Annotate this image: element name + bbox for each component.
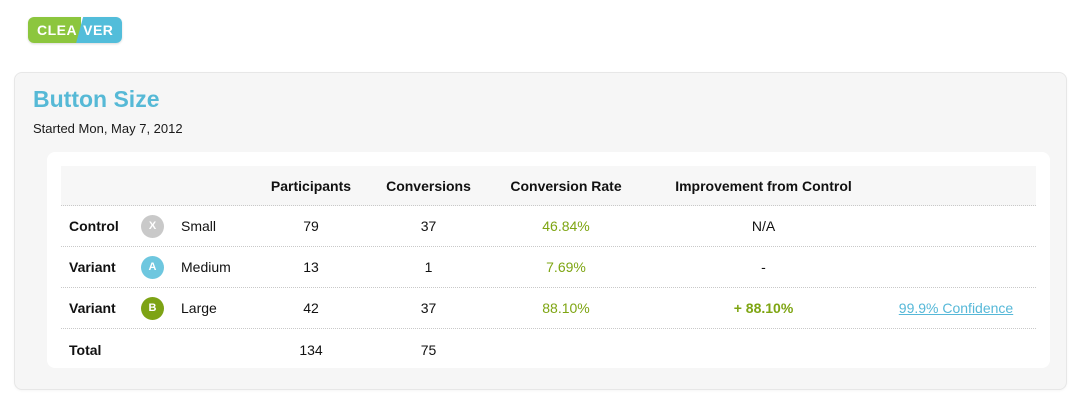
header-participants: Participants: [270, 177, 352, 194]
variant-a-badge: A: [141, 255, 164, 279]
participants-value: 13: [303, 259, 319, 275]
cleaver-logo[interactable]: CLEA VER: [28, 17, 123, 43]
total-conversions: 75: [420, 341, 437, 358]
conversions-value: 37: [420, 218, 437, 234]
experiment-title: Button Size: [33, 86, 160, 112]
confidence-link[interactable]: 99.9% Confidence: [898, 300, 1014, 316]
variant-name: Medium: [181, 259, 231, 275]
variant-name: Small: [181, 218, 217, 234]
table-row-total: Total 134 75: [61, 329, 1036, 370]
row-type-label: Variant: [69, 259, 116, 275]
improvement-value: N/A: [751, 218, 776, 234]
logo-text-ver: VER: [76, 17, 123, 43]
variant-name: Large: [181, 300, 217, 316]
improvement-value: -: [761, 259, 766, 275]
total-label: Total: [69, 341, 102, 358]
results-table: Participants Conversions Conversion Rate…: [47, 152, 1050, 368]
variant-x-badge: X: [141, 214, 164, 238]
row-type-label: Variant: [69, 300, 116, 316]
table-header-row: Participants Conversions Conversion Rate…: [61, 166, 1036, 206]
conversion-rate-value: 88.10%: [542, 300, 590, 316]
conversion-rate-value: 46.84%: [542, 218, 590, 234]
header-conversion-rate: Conversion Rate: [510, 177, 622, 194]
conversions-value: 1: [424, 259, 433, 275]
logo-text-clea: CLEA: [28, 17, 82, 43]
experiment-card: Button Size Started Mon, May 7, 2012 Par…: [14, 72, 1067, 390]
participants-value: 42: [303, 300, 319, 316]
participants-value: 79: [303, 218, 319, 234]
improvement-value: + 88.10%: [733, 300, 794, 316]
variant-b-badge: B: [141, 296, 164, 320]
conversion-rate-value: 7.69%: [546, 259, 586, 275]
table-row-variant-b: Variant B Large 42 37 88.10% + 88.10% 99…: [61, 288, 1036, 329]
conversions-value: 37: [420, 300, 437, 316]
table-row-control: Control X Small 79 37 46.84% N/A: [61, 206, 1036, 247]
total-participants: 134: [299, 341, 323, 358]
header-conversions: Conversions: [386, 177, 471, 194]
experiment-start-date: Started Mon, May 7, 2012: [33, 121, 183, 136]
header-improvement: Improvement from Control: [675, 177, 852, 194]
table-row-variant-a: Variant A Medium 13 1 7.69% -: [61, 247, 1036, 288]
row-type-label: Control: [69, 218, 119, 234]
